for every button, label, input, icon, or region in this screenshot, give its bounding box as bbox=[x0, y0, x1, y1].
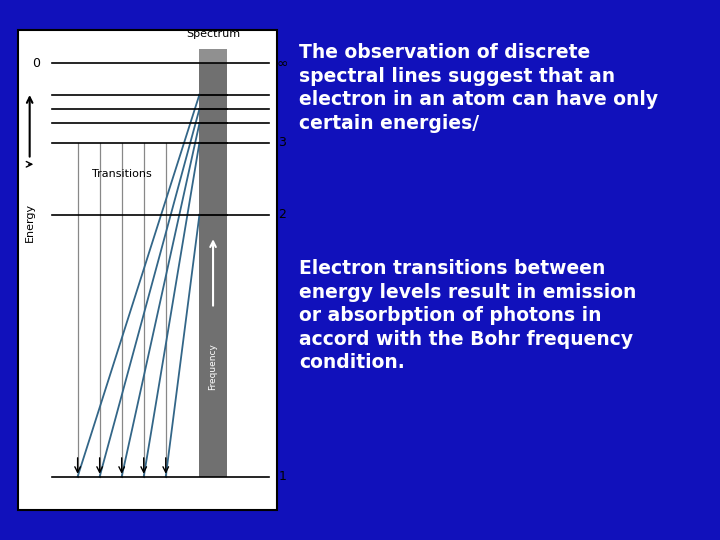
FancyBboxPatch shape bbox=[18, 30, 277, 510]
Text: 0: 0 bbox=[32, 57, 40, 70]
Text: Energy: Energy bbox=[24, 202, 35, 241]
Text: Spectrum: Spectrum bbox=[186, 29, 240, 39]
Text: 2: 2 bbox=[279, 208, 287, 221]
Text: $\infty$: $\infty$ bbox=[276, 56, 289, 70]
Text: Electron transitions between
energy levels result in emission
or absorbption of : Electron transitions between energy leve… bbox=[299, 259, 636, 372]
Text: 3: 3 bbox=[279, 136, 287, 149]
Bar bbox=[199, 49, 227, 477]
Text: 1: 1 bbox=[279, 470, 287, 483]
Text: Transitions: Transitions bbox=[92, 169, 151, 179]
Text: Frequency: Frequency bbox=[209, 343, 217, 389]
Bar bbox=[199, 49, 227, 63]
Text: The observation of discrete
spectral lines suggest that an
electron in an atom c: The observation of discrete spectral lin… bbox=[299, 43, 658, 133]
